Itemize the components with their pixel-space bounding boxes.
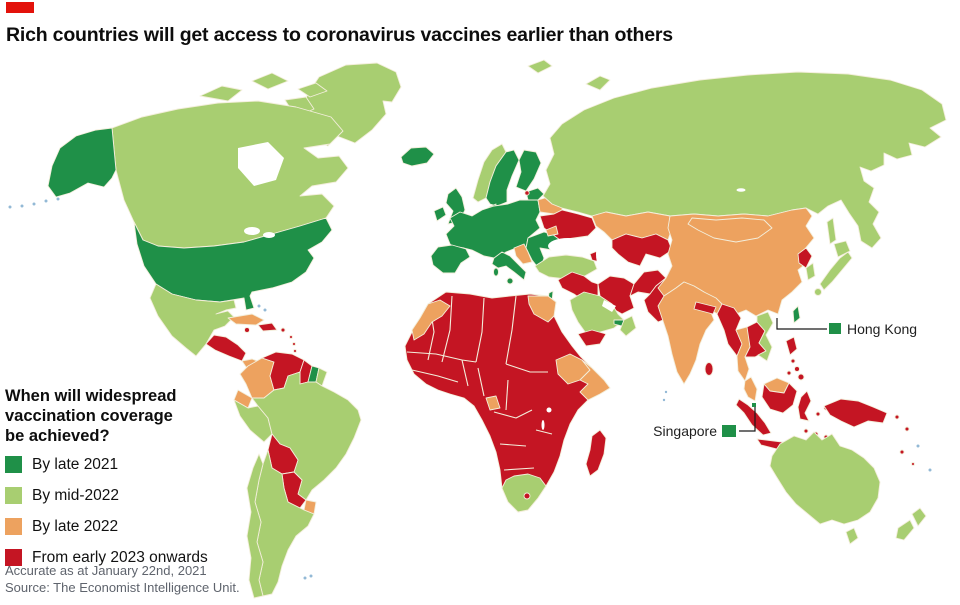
region-yemen: [577, 329, 607, 347]
region-sri-lanka: [704, 362, 714, 376]
ocean-island-specks: [8, 197, 932, 580]
footer-source: Source: The Economist Intelligence Unit.: [5, 579, 240, 595]
water-lake-baikal: [736, 188, 746, 192]
singapore-marker: [722, 425, 736, 437]
region-pacific-red-islands: [899, 449, 915, 466]
water-black-sea: [548, 238, 588, 254]
region-kaliningrad: [524, 190, 530, 196]
region-cuba: [227, 313, 265, 326]
region-sakhalin: [826, 217, 837, 245]
region-chile: [246, 453, 264, 599]
hong-kong-marker: [829, 323, 841, 334]
water-persian-gulf: [602, 300, 616, 312]
region-ireland: [433, 206, 447, 222]
region-singapore: [752, 403, 756, 407]
region-lesser-antilles: [280, 327, 297, 353]
region-morocco: [411, 299, 451, 341]
water-lake-tanganyika: [541, 420, 545, 430]
region-turkey: [534, 254, 598, 280]
region-taiwan: [792, 305, 801, 324]
hong-kong-leader-line: [776, 318, 827, 330]
water-great-lakes-west: [244, 227, 260, 235]
region-jamaica: [244, 327, 250, 333]
region-tasmania: [845, 527, 859, 545]
region-north-korea: [797, 247, 813, 269]
region-hispaniola: [257, 322, 278, 332]
region-lesotho: [523, 492, 531, 500]
region-iberia: [430, 244, 471, 274]
legend-swatch-mid-2022: [5, 487, 22, 505]
region-eu-mainland: [445, 199, 541, 259]
water-great-lakes-east: [263, 232, 275, 238]
legend-heading-line3: be achieved?: [5, 427, 110, 446]
region-italy: [491, 251, 527, 285]
economist-red-tag: [6, 2, 34, 13]
region-indonesia: [735, 382, 829, 454]
legend-item-late-2021: By late 2021: [5, 455, 245, 474]
region-iceland: [400, 146, 435, 167]
water-hudson-bay: [238, 142, 284, 186]
region-egypt: [527, 295, 557, 323]
region-baltics: [525, 187, 545, 201]
page-title: Rich countries will get access to corona…: [6, 24, 673, 46]
singapore-label: Singapore: [653, 423, 717, 439]
region-madagascar: [585, 429, 607, 477]
legend: When will widespread vaccination coverag…: [5, 386, 245, 580]
singapore-leader-line: [739, 407, 756, 432]
legend-item-early-2023: From early 2023 onwards: [5, 548, 245, 567]
legend-heading-line1: When will widespread: [5, 387, 177, 405]
region-south-korea: [805, 262, 816, 281]
footer: Accurate as at January 22nd, 2021 Source…: [5, 563, 240, 597]
water-caspian-sea: [596, 237, 612, 271]
region-vietnam: [756, 311, 774, 362]
legend-heading-line2: vaccination coverage: [5, 407, 173, 426]
region-malaysia-peninsula: [743, 376, 758, 402]
region-alaska: [47, 127, 117, 198]
region-nepal: [693, 301, 717, 315]
legend-swatch-late-2022: [5, 518, 22, 536]
region-moldova: [545, 225, 559, 237]
region-mongolia: [687, 217, 773, 243]
region-south-africa: [501, 473, 547, 513]
hong-kong-label: Hong Kong: [847, 321, 918, 337]
region-central-america: [205, 334, 247, 362]
legend-item-mid-2022: By mid-2022: [5, 486, 245, 505]
legend-label-late-2022: By late 2022: [32, 517, 119, 535]
water-lake-victoria: [546, 407, 552, 413]
region-philippines: [785, 336, 805, 381]
region-australia: [769, 431, 881, 525]
footer-note: Accurate as at January 22nd, 2021: [5, 563, 207, 578]
legend-label-mid-2022: By mid-2022: [32, 486, 120, 504]
africa-internal-borders: [406, 295, 553, 471]
legend-swatch-early-2023: [5, 549, 22, 567]
region-china: [657, 207, 815, 317]
region-japan: [814, 240, 853, 296]
region-finland: [515, 149, 542, 192]
region-balkans-west: [513, 243, 533, 265]
legend-heading: When will widespread vaccination coverag…: [5, 386, 245, 446]
region-novaya-zemlya: [585, 75, 611, 91]
region-new-guinea: [823, 398, 910, 432]
region-svalbard: [527, 59, 553, 74]
region-new-zealand: [895, 507, 927, 541]
region-gabon: [485, 395, 501, 411]
legend-label-early-2023: From early 2023 onwards: [32, 548, 208, 566]
region-central-asia: [611, 233, 673, 267]
region-somalia: [579, 359, 611, 401]
legend-swatch-late-2021: [5, 456, 22, 474]
legend-item-late-2022: By late 2022: [5, 517, 245, 536]
region-india: [657, 281, 725, 385]
region-oman: [619, 315, 637, 337]
legend-label-late-2021: By late 2021: [32, 455, 119, 473]
